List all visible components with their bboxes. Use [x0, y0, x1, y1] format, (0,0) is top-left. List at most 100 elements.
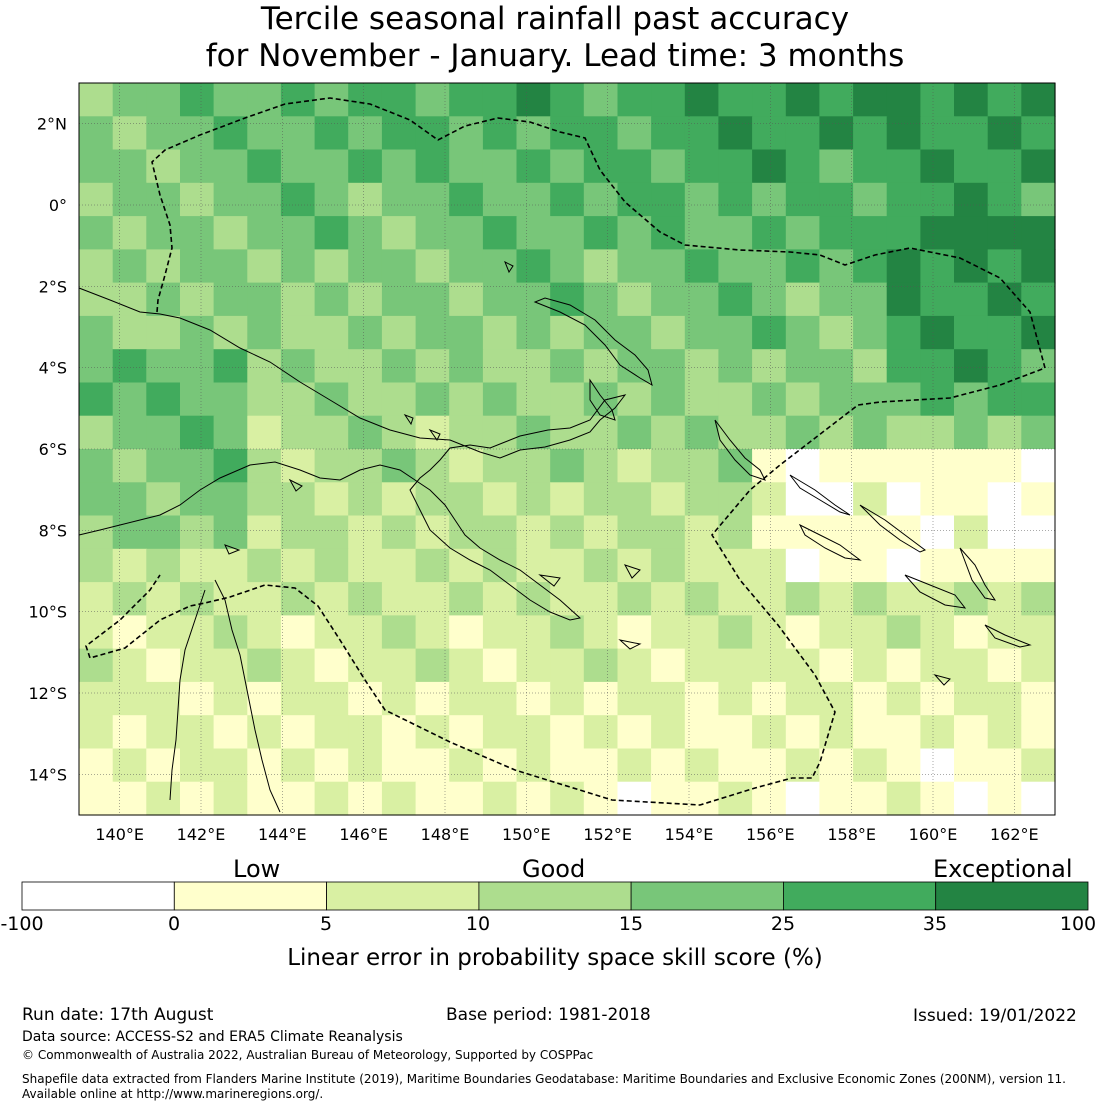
grid-cell: [348, 382, 383, 417]
grid-cell: [617, 515, 652, 550]
grid-cell: [415, 415, 450, 450]
grid-cell: [247, 681, 282, 716]
grid-cell: [550, 482, 585, 517]
grid-cell: [853, 415, 888, 450]
grid-cell: [752, 715, 787, 750]
grid-cell: [79, 182, 114, 217]
grid-cell: [482, 315, 518, 350]
grid-cell: [684, 548, 720, 583]
grid-cell: [886, 182, 921, 217]
grid-cell: [348, 149, 383, 184]
grid-cell: [819, 449, 854, 483]
grid-cell: [415, 582, 450, 616]
grid-cell: [381, 615, 417, 650]
grid-cell: [112, 515, 147, 550]
grid-cell: [112, 315, 147, 350]
grid-cell: [819, 648, 854, 683]
colorbar-label-low: Low: [233, 855, 281, 883]
grid-cell: [314, 116, 349, 151]
colorbar-tick: 10: [465, 913, 491, 935]
grid-cell: [651, 582, 686, 616]
lon-tick-label: 150°E: [502, 825, 551, 844]
grid-cell: [718, 282, 753, 317]
grid-cell: [819, 116, 854, 151]
grid-cell: [381, 515, 417, 550]
grid-cell: [112, 282, 147, 317]
grid-cell: [550, 449, 585, 483]
grid-cell: [718, 182, 753, 217]
colorbar-tick: 100: [1059, 913, 1097, 935]
colorbar-tick: 35: [922, 913, 948, 935]
grid-cell: [987, 482, 1022, 517]
grid-cell: [550, 349, 585, 384]
grid-cell: [550, 182, 585, 217]
grid-cell: [180, 482, 215, 517]
grid-cell: [583, 149, 619, 184]
grid-cell: [920, 116, 955, 151]
grid-cell: [146, 548, 181, 583]
lat-tick-label: 6°S: [39, 440, 67, 459]
lon-tick-label: 144°E: [258, 825, 307, 844]
grid-cell: [348, 182, 383, 217]
grid-cell: [785, 582, 821, 616]
grid-cell: [617, 382, 652, 417]
grid-cell: [314, 781, 349, 816]
lon-tick-label: 158°E: [827, 825, 876, 844]
grid-cell: [79, 482, 114, 517]
grid-cell: [684, 582, 720, 616]
grid-cell: [684, 415, 720, 450]
grid-cell: [449, 216, 484, 250]
grid-cell: [886, 449, 921, 483]
grid-cell: [651, 781, 686, 816]
grid-cell: [819, 249, 854, 284]
grid-cell: [617, 415, 652, 450]
grid-cell: [886, 415, 921, 450]
grid-cell: [482, 515, 518, 550]
grid-cell: [415, 182, 450, 217]
grid-cell: [280, 515, 316, 550]
grid-cell: [381, 648, 417, 683]
colorbar-swatch: [173, 881, 328, 911]
grid-cell: [550, 582, 585, 616]
grid-cell: [886, 282, 921, 317]
grid-cell: [112, 216, 147, 250]
grid-cell: [516, 615, 551, 650]
grid-cell: [651, 149, 686, 184]
grid-cell: [314, 249, 349, 284]
grid-cell: [583, 648, 619, 683]
grid-cell: [920, 681, 955, 716]
grid-cell: [752, 515, 787, 550]
grid-cell: [752, 615, 787, 650]
grid-cell: [146, 83, 181, 117]
grid-cell: [583, 582, 619, 616]
grid-cell: [785, 83, 821, 117]
grid-cell: [886, 615, 921, 650]
grid-cell: [954, 681, 989, 716]
grid-cell: [213, 781, 248, 816]
grid-cell: [348, 582, 383, 616]
grid-cell: [415, 249, 450, 284]
grid-cell: [651, 515, 686, 550]
grid-cell: [516, 582, 551, 616]
grid-cell: [247, 648, 282, 683]
grid-cell: [482, 182, 518, 217]
grid-cell: [247, 249, 282, 284]
grid-cell: [886, 315, 921, 350]
grid-cell: [314, 681, 349, 716]
grid-cell: [987, 415, 1022, 450]
grid-cell: [987, 149, 1022, 184]
grid-cell: [381, 116, 417, 151]
skill-score-map: 140°E 142°E 144°E 146°E 148°E 150°E 152°E 154°E…: [21, 82, 1089, 911]
grid-cell: [247, 216, 282, 250]
grid-cell: [550, 748, 585, 783]
grid-cell: [247, 748, 282, 783]
grid-cell: [920, 482, 955, 517]
grid-cell: [617, 216, 652, 250]
grid-cell: [651, 415, 686, 450]
grid-cell: [180, 648, 215, 683]
grid-cell: [1021, 715, 1056, 750]
grid-cell: [180, 216, 215, 250]
grid-cell: [752, 415, 787, 450]
grid-cell: [886, 116, 921, 151]
grid-cell: [987, 748, 1022, 783]
